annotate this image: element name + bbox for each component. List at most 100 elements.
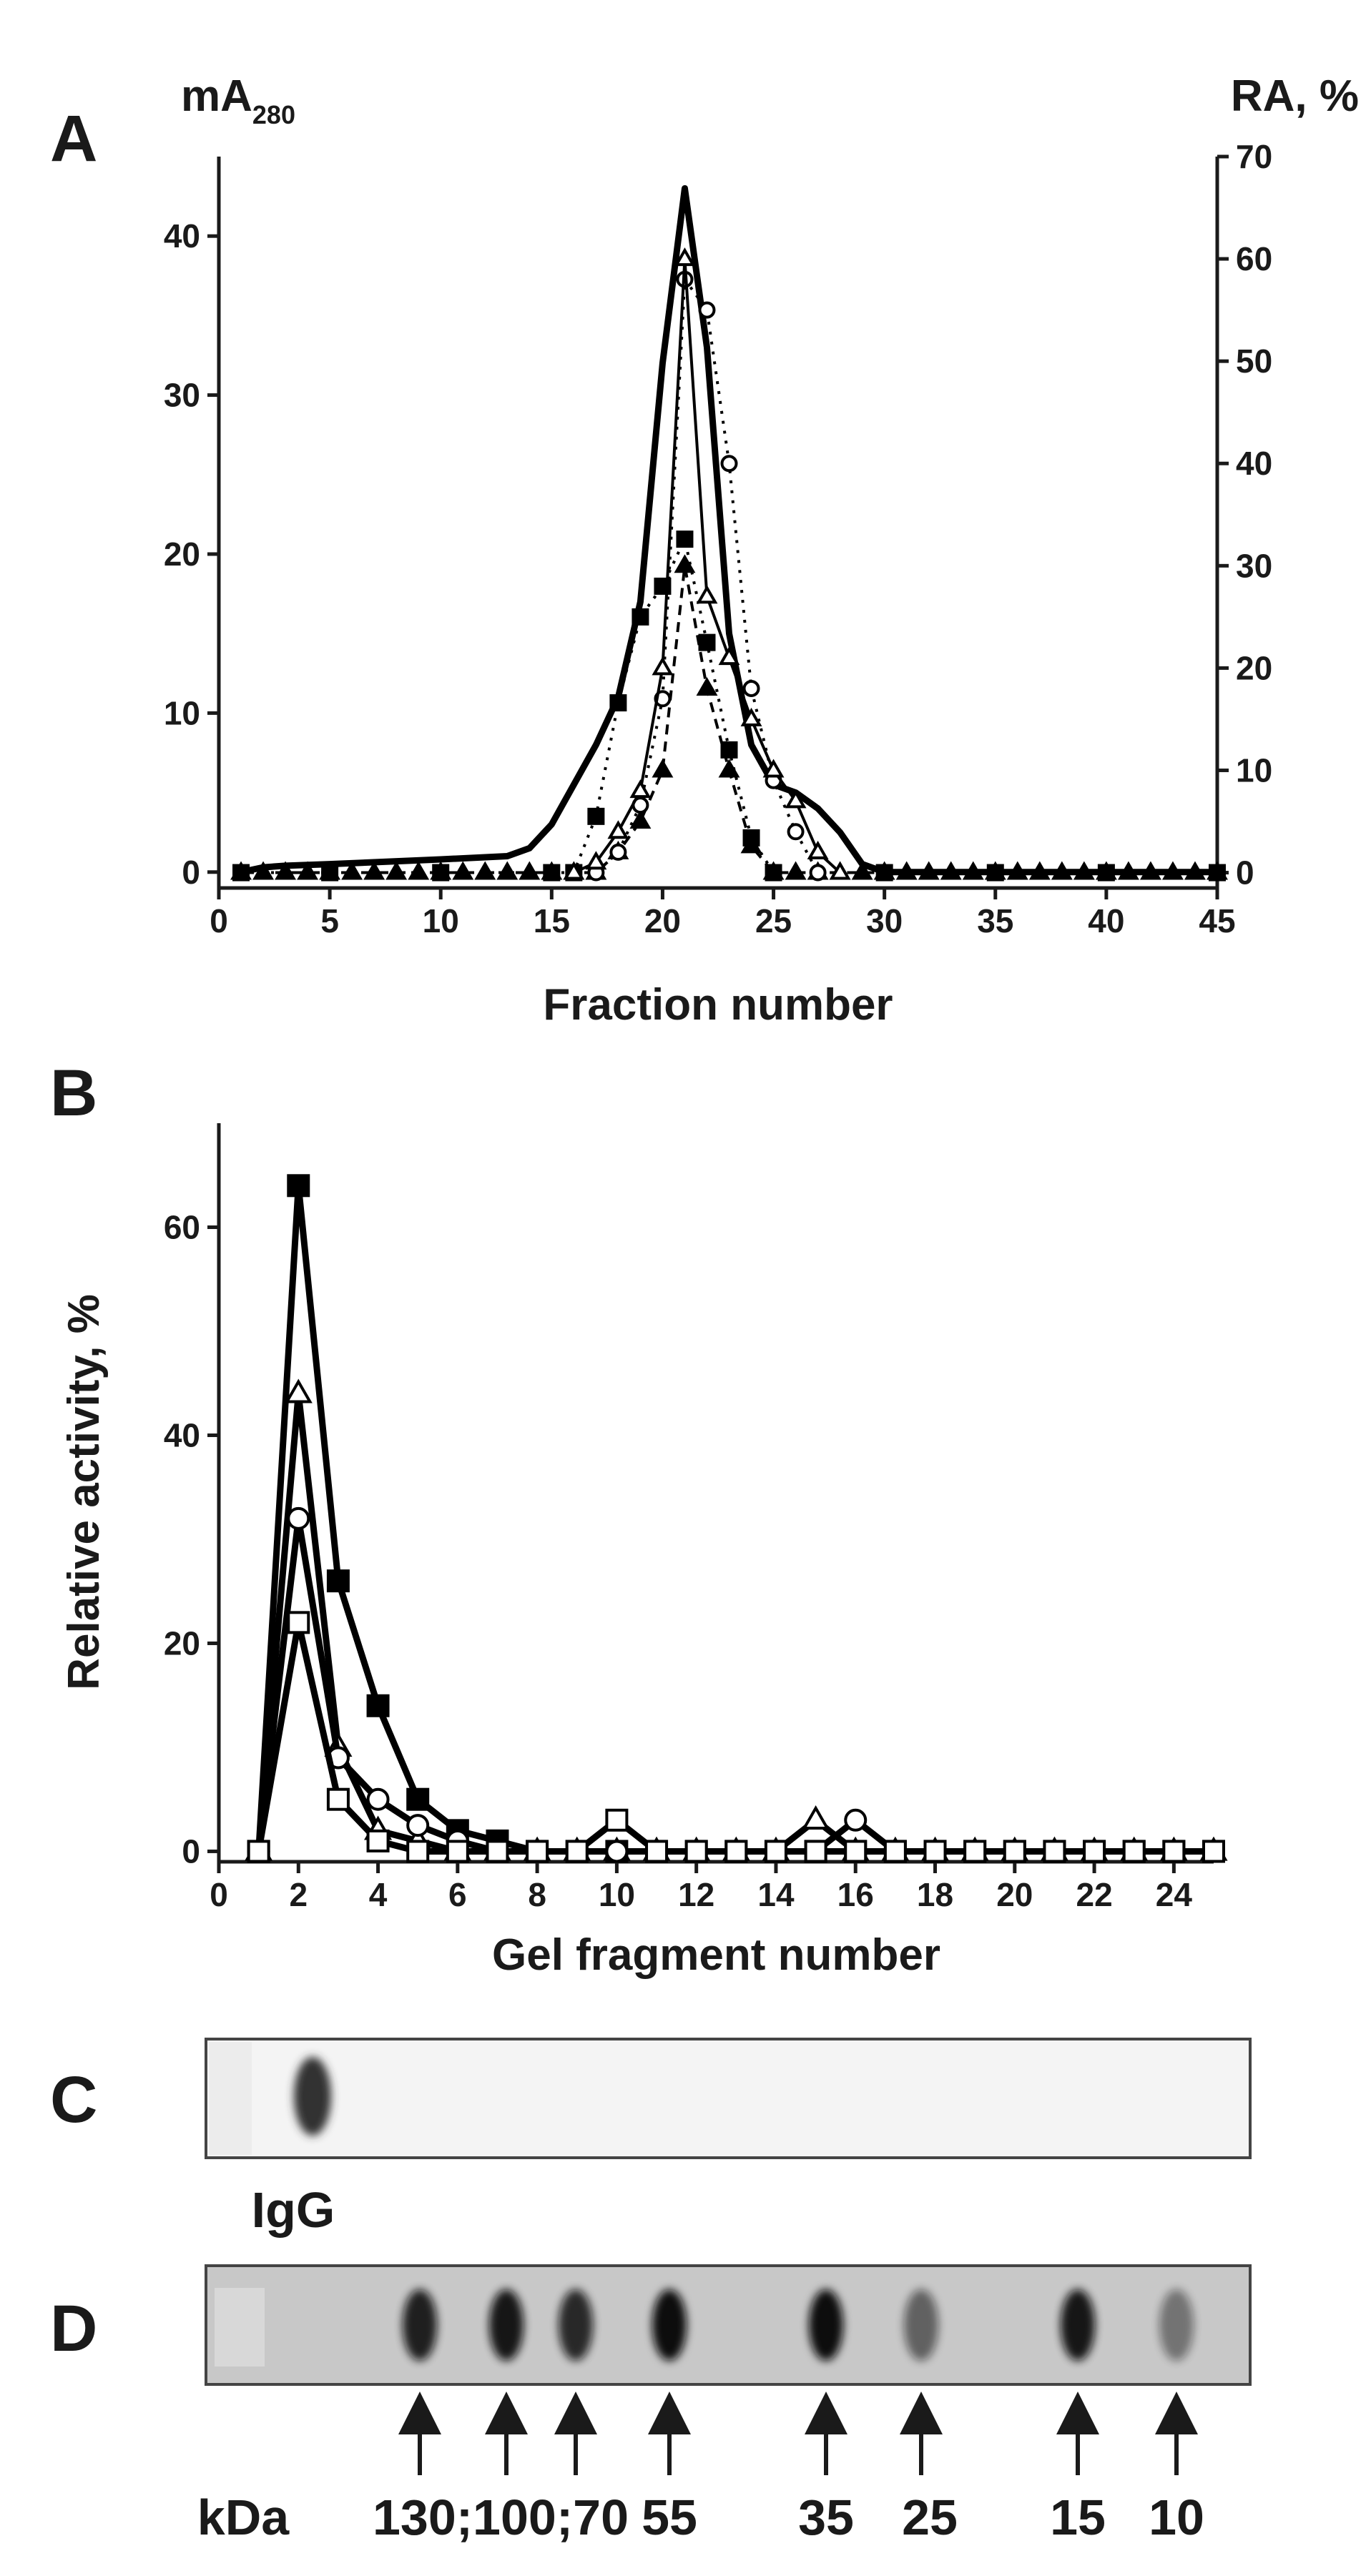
y-tick-label: 60 bbox=[164, 1208, 200, 1245]
marker bbox=[764, 1840, 787, 1863]
y-tick-label: 20 bbox=[164, 1624, 200, 1662]
y-tick-label: 40 bbox=[164, 1416, 200, 1454]
marker-label: 25 bbox=[902, 2489, 958, 2545]
x-tick-label: 12 bbox=[678, 1876, 714, 1913]
marker bbox=[519, 861, 541, 880]
panel-label: A bbox=[50, 102, 97, 175]
marker-label: 130;100;70 bbox=[373, 2489, 629, 2545]
series-line bbox=[255, 1182, 1214, 1855]
marker bbox=[809, 864, 827, 882]
marker bbox=[829, 861, 851, 880]
x-tick-label: 8 bbox=[528, 1876, 546, 1913]
marker bbox=[541, 861, 563, 880]
marker bbox=[698, 633, 716, 651]
marker bbox=[1117, 861, 1139, 880]
marker bbox=[718, 759, 740, 778]
marker bbox=[366, 1829, 390, 1852]
marker bbox=[787, 823, 805, 841]
x-tick-label: 20 bbox=[644, 902, 681, 939]
marker bbox=[804, 1840, 827, 1863]
y-tick-label: 30 bbox=[164, 377, 200, 414]
x-tick-label: 0 bbox=[210, 1876, 228, 1913]
marker bbox=[474, 861, 496, 880]
y2-tick-label: 10 bbox=[1236, 751, 1272, 789]
marker bbox=[496, 861, 519, 880]
marker bbox=[720, 455, 738, 473]
y2-tick-label: 0 bbox=[1236, 854, 1254, 892]
marker bbox=[609, 843, 627, 861]
marker bbox=[1043, 1840, 1066, 1863]
marker bbox=[696, 676, 718, 696]
y2-tick-label: 40 bbox=[1236, 445, 1272, 482]
y2-tick-label: 30 bbox=[1236, 547, 1272, 584]
x-tick-label: 0 bbox=[210, 902, 228, 939]
marker bbox=[585, 851, 607, 870]
marker bbox=[629, 779, 652, 799]
x-tick-label: 15 bbox=[534, 902, 570, 939]
marker bbox=[319, 861, 341, 880]
y2-tick-label: 50 bbox=[1236, 342, 1272, 380]
y2-tick-label: 60 bbox=[1236, 240, 1272, 277]
marker bbox=[962, 861, 984, 880]
x-tick-label: 45 bbox=[1199, 902, 1235, 939]
y-axis-title-main: mA bbox=[181, 71, 252, 121]
gel-band bbox=[1159, 2289, 1194, 2361]
marker bbox=[284, 1378, 313, 1403]
marker bbox=[1139, 861, 1161, 880]
x-tick-label: 35 bbox=[977, 902, 1013, 939]
x-tick-label: 16 bbox=[837, 1876, 874, 1913]
marker bbox=[1122, 1840, 1146, 1863]
marker bbox=[895, 861, 918, 880]
marker bbox=[341, 861, 363, 880]
y-tick-label: 10 bbox=[164, 694, 200, 731]
marker bbox=[609, 694, 627, 712]
series-line bbox=[255, 1515, 1214, 1855]
series-line bbox=[240, 184, 1217, 876]
marker bbox=[645, 1840, 669, 1863]
marker bbox=[652, 759, 674, 778]
gel-edge bbox=[215, 2288, 265, 2367]
gel-band bbox=[904, 2289, 938, 2361]
marker bbox=[326, 1569, 350, 1593]
x-tick-label: 24 bbox=[1156, 1876, 1193, 1913]
x-tick-label: 6 bbox=[448, 1876, 467, 1913]
marker bbox=[366, 1787, 390, 1811]
marker bbox=[1003, 1840, 1026, 1863]
marker bbox=[1207, 861, 1228, 880]
marker bbox=[674, 554, 696, 573]
marker bbox=[740, 707, 762, 726]
gel-band bbox=[489, 2289, 524, 2361]
marker bbox=[446, 1840, 469, 1863]
marker bbox=[526, 1840, 549, 1863]
marker bbox=[802, 1805, 830, 1830]
marker-label: 35 bbox=[798, 2489, 854, 2545]
marker bbox=[363, 861, 385, 880]
y2-axis-title: RA, % bbox=[1231, 71, 1359, 121]
marker bbox=[287, 1611, 310, 1634]
panel-label: B bbox=[50, 1057, 97, 1130]
marker bbox=[1051, 861, 1073, 880]
x-tick-label: 18 bbox=[917, 1876, 953, 1913]
marker bbox=[873, 861, 895, 880]
marker bbox=[275, 861, 297, 880]
marker bbox=[486, 1840, 509, 1863]
marker bbox=[918, 861, 940, 880]
marker bbox=[607, 820, 629, 839]
marker bbox=[676, 531, 694, 548]
x-tick-label: 20 bbox=[996, 1876, 1033, 1913]
marker bbox=[807, 840, 829, 859]
marker bbox=[406, 1814, 430, 1837]
gel-band bbox=[809, 2289, 843, 2361]
y-tick-label: 0 bbox=[182, 1832, 200, 1870]
marker bbox=[963, 1840, 987, 1863]
x-tick-label: 22 bbox=[1076, 1876, 1112, 1913]
y-axis-title: Relative activity, % bbox=[59, 1294, 109, 1690]
marker bbox=[785, 789, 807, 809]
marker-label: 55 bbox=[642, 2489, 697, 2545]
lane-label: IgG bbox=[252, 2182, 335, 2238]
marker bbox=[883, 1840, 907, 1863]
marker bbox=[674, 247, 696, 267]
x-tick-label: 40 bbox=[1088, 902, 1124, 939]
